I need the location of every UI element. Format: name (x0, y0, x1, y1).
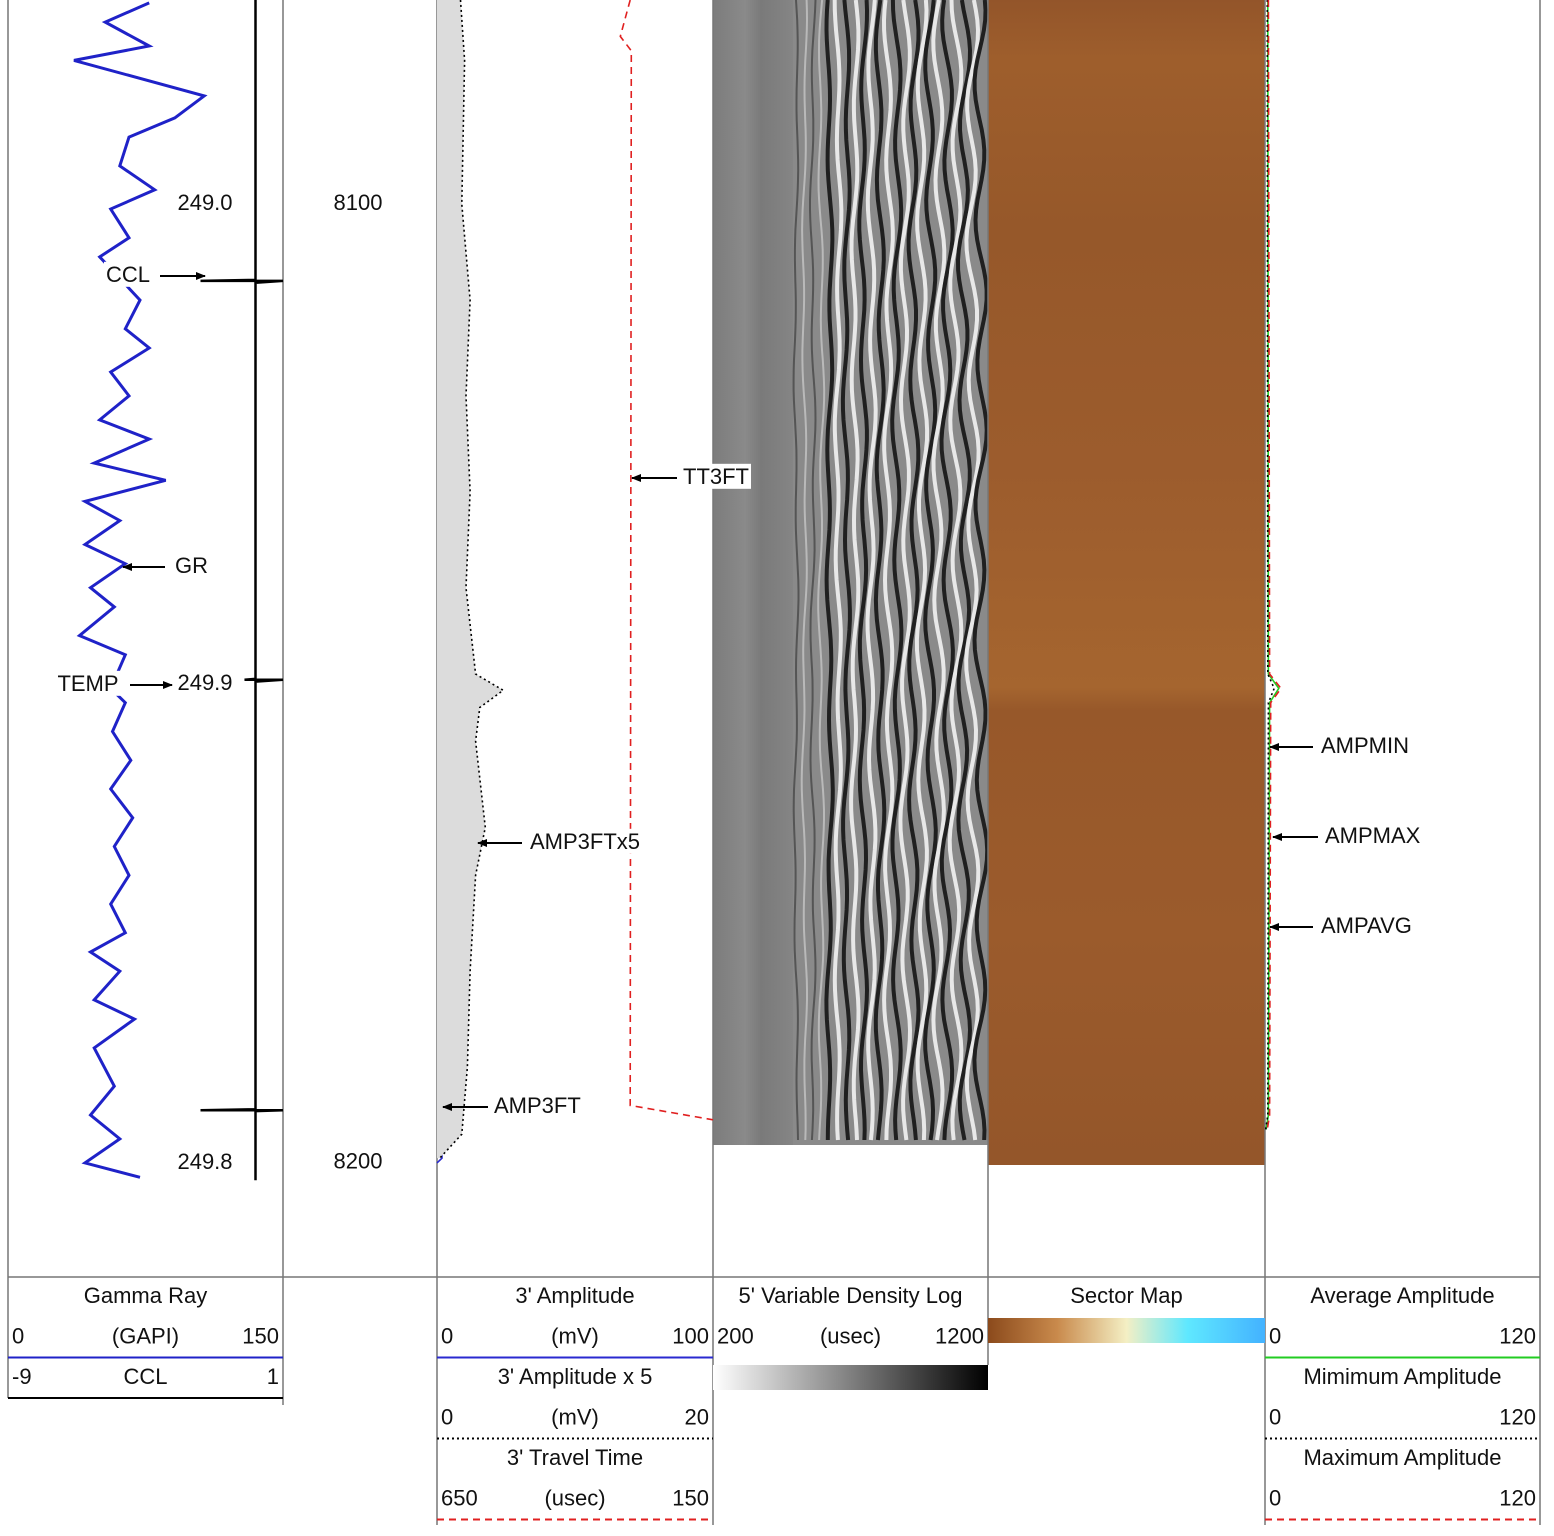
scale-max: 1 (267, 1364, 279, 1389)
scale-max: 120 (1499, 1404, 1536, 1429)
label-background (492, 1092, 583, 1118)
curve-annotation: CCL (106, 262, 150, 287)
label-background (528, 828, 643, 854)
header-layer: Gamma Ray 0 (GAPI) 150 -9 CCL 1 3' Amplitude 0 (m… (0, 1276, 1554, 1531)
curve-annotation: TEMP (57, 671, 118, 696)
vdl-stripe (906, 0, 921, 1141)
scale-min: 0 (1269, 1404, 1281, 1429)
depth-label: 8200 (334, 1149, 383, 1174)
label-background (1319, 732, 1411, 758)
scale-min: 650 (441, 1485, 478, 1510)
label-background (175, 669, 235, 695)
curve-title: 5' Variable Density Log (739, 1283, 963, 1308)
curve-title: Maximum Amplitude (1303, 1445, 1501, 1470)
curve-annotation: AMPAVG (1321, 913, 1412, 938)
curve-annotation: AMP3FT (494, 1093, 581, 1118)
vdl-stripe (931, 0, 947, 1141)
temperature-label: 249.8 (177, 1149, 232, 1174)
vdl-background (713, 0, 793, 1145)
vdl-stripe (964, 0, 981, 1141)
vdl-stripe (817, 0, 826, 1141)
vdl-stripe (947, 0, 964, 1141)
scale-min: 200 (717, 1323, 754, 1348)
scale-unit: (usec) (544, 1485, 605, 1510)
curve-annotation: AMPMAX (1325, 823, 1421, 848)
label-background (55, 670, 121, 696)
scale-unit: (GAPI) (112, 1323, 179, 1348)
label-background (175, 189, 235, 215)
curve-annotation: GR (175, 553, 208, 578)
curve-title: Gamma Ray (84, 1283, 207, 1308)
curve-title: Mimimum Amplitude (1303, 1364, 1501, 1389)
ampmax-curve (1266, 0, 1283, 1130)
color-scale-bar (988, 1318, 1265, 1343)
vdl-stripe (873, 0, 887, 1141)
vdl-stripe (939, 0, 955, 1141)
ccl-curve (200, 0, 284, 1181)
amplitude-shading (437, 0, 504, 1159)
label-background (1323, 822, 1423, 848)
vdl-stripe (881, 0, 895, 1141)
scale-max: 150 (242, 1323, 279, 1348)
scale-max: 150 (672, 1485, 709, 1510)
label-background (173, 552, 210, 578)
label-background (175, 1148, 235, 1174)
scale-max: 120 (1499, 1485, 1536, 1510)
curve-title: Average Amplitude (1310, 1283, 1494, 1308)
scale-unit: (mV) (551, 1404, 599, 1429)
ampmin-curve (1264, 0, 1276, 1130)
vdl-stripe (857, 0, 870, 1141)
scale-unit: (mV) (551, 1323, 599, 1348)
background-layer (713, 0, 1265, 1165)
vdl-stripe (809, 0, 817, 1141)
vdl-stripe (800, 0, 809, 1141)
vdl-stripe (898, 0, 913, 1141)
annotation-layer: CCL GR TEMP TT3FT AMP3FTx5 AMP3FT AMPMIN AMPMAX… (55, 189, 1423, 1174)
scale-max: 100 (672, 1323, 709, 1348)
curve-annotation: AMPMIN (1321, 733, 1409, 758)
curve-annotation: TT3FT (683, 464, 749, 489)
scale-min: 0 (1269, 1485, 1281, 1510)
gr-curve (73, 1, 208, 1179)
curve-title: 3' Amplitude x 5 (498, 1364, 653, 1389)
scale-min: 0 (1269, 1323, 1281, 1348)
vdl-stripe (865, 0, 878, 1141)
depth-label: 8100 (334, 190, 383, 215)
vdl-stripe (890, 0, 904, 1141)
scale-min: 0 (441, 1323, 453, 1348)
label-background (1319, 912, 1414, 938)
vdl-stripe (955, 0, 973, 1141)
vdl-stripe (840, 0, 852, 1141)
scale-min: 0 (441, 1404, 453, 1429)
curve-title: Sector Map (1070, 1283, 1183, 1308)
curve-annotation: AMP3FTx5 (530, 829, 640, 854)
vdl-stripe (849, 0, 861, 1141)
sector-map-image (988, 0, 1265, 1165)
temperature-label: 249.0 (177, 190, 232, 215)
vdl-stripe (792, 0, 800, 1141)
scale-max: 1200 (935, 1323, 984, 1348)
scale-unit: (usec) (820, 1323, 881, 1348)
label-background (103, 261, 153, 287)
curve-title: CCL (123, 1364, 167, 1389)
scale-min: 0 (12, 1323, 24, 1348)
scale-max: 120 (1499, 1323, 1536, 1348)
vdl-stripe (914, 0, 930, 1141)
curve-title: 3' Travel Time (507, 1445, 643, 1470)
vdl-stripe (824, 0, 835, 1141)
scale-min: -9 (12, 1364, 32, 1389)
vdl-stripe (923, 0, 938, 1141)
curve-title: 3' Amplitude (515, 1283, 634, 1308)
scale-max: 20 (685, 1404, 709, 1429)
header-background (0, 1277, 1554, 1531)
temperature-label: 249.9 (177, 670, 232, 695)
color-scale-bar (713, 1365, 988, 1390)
tt3ft-curve (619, 0, 714, 1121)
vdl-stripe (832, 0, 844, 1141)
label-background (681, 463, 751, 489)
vdl-stripe (972, 0, 990, 1141)
